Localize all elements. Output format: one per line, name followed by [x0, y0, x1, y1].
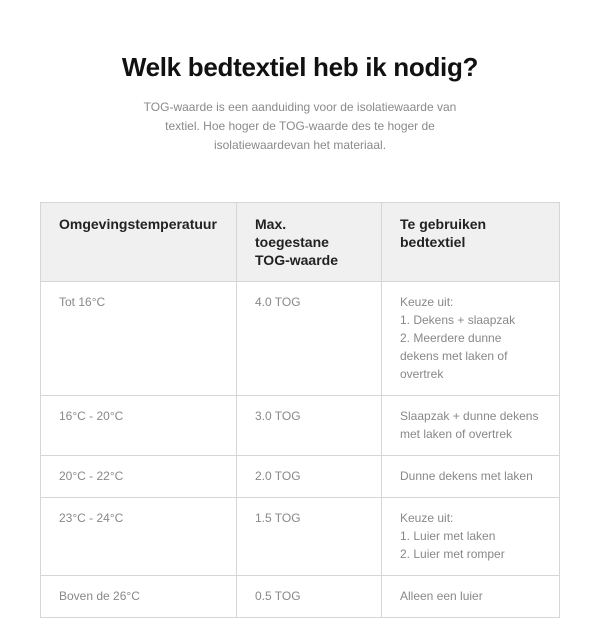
tog-cell: 4.0 TOG	[236, 281, 382, 396]
textiel-cell: Alleen een luier	[381, 575, 560, 618]
temperature-cell: Boven de 26°C	[40, 575, 237, 618]
tog-cell: 3.0 TOG	[236, 395, 382, 456]
textiel-line: 1. Luier met laken	[400, 529, 496, 543]
textiel-line: 2. Luier met romper	[400, 547, 505, 561]
textiel-cell: Dunne dekens met laken	[381, 455, 560, 498]
textiel-cell: Keuze uit: 1. Luier met laken 2. Luier met…	[381, 497, 560, 576]
textiel-cell: Keuze uit: 1. Dekens + slaapzak 2. Meerder…	[381, 281, 560, 396]
tog-cell: 1.5 TOG	[236, 497, 382, 576]
table-row: 23°C - 24°C 1.5 TOG Keuze uit: 1. Luier met…	[40, 497, 560, 576]
table-row: Tot 16°C 4.0 TOG Keuze uit: 1. Dekens + sla…	[40, 281, 560, 396]
textiel-cell: Slaapzak + dunne dekens met laken of ove…	[381, 395, 560, 456]
header-tog: Max. toegestane TOG-waarde	[236, 202, 382, 282]
temperature-cell: 20°C - 22°C	[40, 455, 237, 498]
temperature-cell: 23°C - 24°C	[40, 497, 237, 576]
header-temperature: Omgevingstemperatuur	[40, 202, 237, 282]
table-header-row: Omgevingstemperatuur Max. toegestane TOG…	[40, 202, 560, 282]
textiel-line: Dunne dekens met laken	[400, 469, 533, 483]
intro-text: TOG-waarde is een aanduiding voor de iso…	[143, 100, 457, 152]
tog-table: Omgevingstemperatuur Max. toegestane TOG…	[40, 202, 560, 618]
tog-cell: 2.0 TOG	[236, 455, 382, 498]
textiel-line: Keuze uit:	[400, 295, 454, 309]
table-row: 16°C - 20°C 3.0 TOG Slaapzak + dunne deken…	[40, 395, 560, 456]
textiel-line: 2. Meerdere dunne dekens met laken of ov…	[400, 331, 508, 381]
header-textiel: Te gebruiken bedtextiel	[381, 202, 560, 282]
temperature-cell: Tot 16°C	[40, 281, 237, 396]
textiel-line: 1. Dekens + slaapzak	[400, 313, 516, 327]
textiel-line: Keuze uit:	[400, 511, 454, 525]
textiel-line: Slaapzak + dunne dekens met laken of ove…	[400, 409, 539, 441]
page-title: Welk bedtextiel heb ik nodig?	[121, 52, 479, 82]
temperature-cell: 16°C - 20°C	[40, 395, 237, 456]
tog-cell: 0.5 TOG	[236, 575, 382, 618]
table-row: 20°C - 22°C 2.0 TOG Dunne dekens met laken	[40, 455, 560, 498]
table-row: Boven de 26°C 0.5 TOG Alleen een luier	[40, 575, 560, 618]
textiel-line: Alleen een luier	[400, 589, 483, 603]
